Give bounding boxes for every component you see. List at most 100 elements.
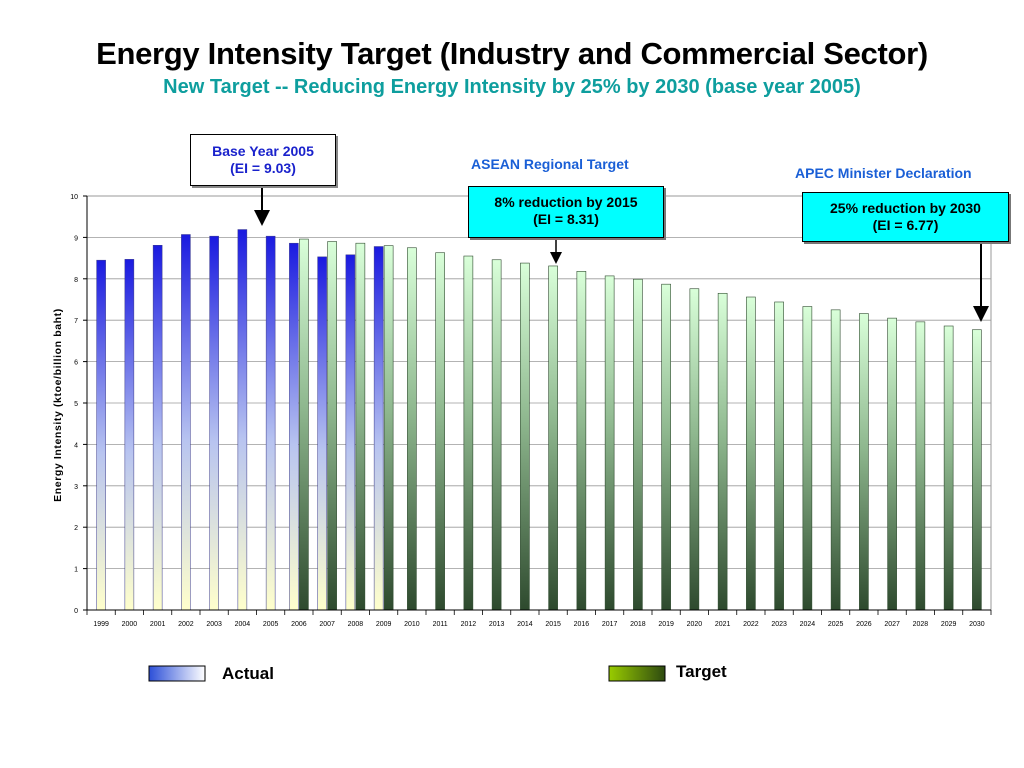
x-tick-label: 2026 (856, 621, 872, 628)
x-tick-label: 1999 (93, 621, 109, 628)
chart-grid (86, 195, 992, 611)
y-tick-label: 8 (74, 277, 78, 284)
bar-target (802, 306, 813, 611)
legend-target-label: Target (676, 662, 727, 681)
bar-target (689, 288, 700, 611)
legend-actual-label: Actual (222, 664, 274, 683)
base-year-line2: (EI = 9.03) (230, 160, 296, 176)
bar-target (887, 317, 897, 611)
bar-target (774, 301, 784, 611)
bar-target (717, 292, 728, 611)
bar-actual (317, 256, 327, 611)
slide-title: Energy Intensity Target (Industry and Co… (96, 36, 928, 71)
x-tick-label: 2007 (319, 621, 335, 628)
y-tick-label: 3 (74, 484, 78, 491)
x-tick-label: 2024 (800, 621, 816, 628)
x-tick-label: 2015 (545, 621, 561, 628)
legend-target-swatch (608, 665, 666, 682)
asean-line1: 8% reduction by 2015 (494, 194, 638, 210)
base-year-callout: Base Year 2005 (EI = 9.03) (190, 134, 336, 186)
x-tick-label: 2019 (658, 621, 674, 628)
chart-bars (96, 229, 982, 611)
bar-target (463, 255, 474, 611)
bar-target (299, 238, 309, 611)
bar-actual (96, 259, 106, 611)
x-tick-label: 2013 (489, 621, 505, 628)
bar-target (435, 252, 445, 611)
bar-actual (152, 245, 163, 611)
x-tick-label: 2009 (376, 621, 392, 628)
x-tick-label: 2030 (969, 621, 985, 628)
x-tick-label: 2029 (941, 621, 957, 628)
x-tick-label: 2003 (206, 621, 222, 628)
x-tick-label: 2001 (150, 621, 166, 628)
x-tick-label: 2016 (574, 621, 590, 628)
x-tick-label: 2021 (715, 621, 731, 628)
bar-target (746, 296, 756, 611)
x-tick-label: 2000 (122, 621, 138, 628)
bar-target (491, 259, 502, 611)
bar-target (830, 309, 841, 611)
bar-actual (209, 235, 219, 611)
bar-target (859, 313, 869, 611)
x-tick-label: 2005 (263, 621, 279, 628)
apec-callout: 25% reduction by 2030 (EI = 6.77) (802, 192, 1009, 242)
bar-actual (124, 259, 135, 611)
bar-target (548, 265, 558, 611)
bar-target (407, 247, 417, 611)
callout-arrows (254, 188, 989, 322)
y-tick-label: 10 (70, 194, 78, 201)
base-year-line1: Base Year 2005 (212, 143, 314, 159)
legend-actual-swatch (148, 665, 206, 682)
x-tick-label: 2025 (828, 621, 844, 628)
asean-callout: 8% reduction by 2015 (EI = 8.31) (468, 186, 664, 238)
bar-target (633, 278, 643, 611)
x-tick-label: 2006 (291, 621, 307, 628)
x-tick-label: 2012 (461, 621, 477, 628)
apec-line2: (EI = 6.77) (872, 217, 939, 233)
bar-target (327, 241, 337, 611)
x-tick-label: 2010 (404, 621, 420, 628)
chart-axes: 0 1 2 3 4 5 6 7 8 9 10 1999 2000 2001 2002 2003 2004 2005… (70, 194, 992, 628)
y-tick-label: 4 (74, 442, 78, 449)
bar-target (915, 321, 926, 611)
x-tick-label: 2002 (178, 621, 194, 628)
bar-target (943, 325, 954, 611)
bar-target (972, 329, 982, 611)
y-tick-label: 1 (74, 567, 78, 574)
x-tick-label: 2028 (913, 621, 929, 628)
x-tick-label: 2017 (602, 621, 618, 628)
apec-line1: 25% reduction by 2030 (830, 200, 981, 216)
bar-target (355, 242, 366, 611)
bar-actual (345, 254, 356, 611)
bar-target (520, 262, 530, 611)
x-tick-label: 2008 (348, 621, 364, 628)
y-tick-label: 0 (74, 608, 78, 615)
y-tick-label: 2 (74, 525, 78, 532)
bar-target (661, 283, 671, 611)
bar-target (576, 271, 587, 611)
bar-actual (289, 242, 299, 611)
y-axis-label: Energy Intensity (ktoe/billion baht) (52, 308, 64, 502)
x-tick-label: 2022 (743, 621, 759, 628)
x-tick-label: 2023 (771, 621, 787, 628)
bar-actual (237, 229, 248, 611)
bar-actual (181, 234, 191, 611)
asean-heading: ASEAN Regional Target (471, 156, 629, 172)
y-tick-label: 7 (74, 318, 78, 325)
slide-subtitle: New Target -- Reducing Energy Intensity … (163, 76, 861, 98)
x-tick-label: 2004 (235, 621, 251, 628)
x-tick-label: 2011 (433, 621, 448, 628)
bar-target (604, 275, 615, 611)
y-tick-label: 6 (74, 360, 78, 367)
x-tick-label: 2014 (517, 621, 533, 628)
bar-target (383, 245, 394, 611)
x-tick-label: 2027 (884, 621, 900, 628)
y-tick-label: 9 (74, 235, 78, 242)
asean-line2: (EI = 8.31) (533, 211, 599, 227)
x-tick-label: 2020 (687, 621, 703, 628)
x-tick-label: 2018 (630, 621, 646, 628)
bar-actual (373, 246, 384, 611)
